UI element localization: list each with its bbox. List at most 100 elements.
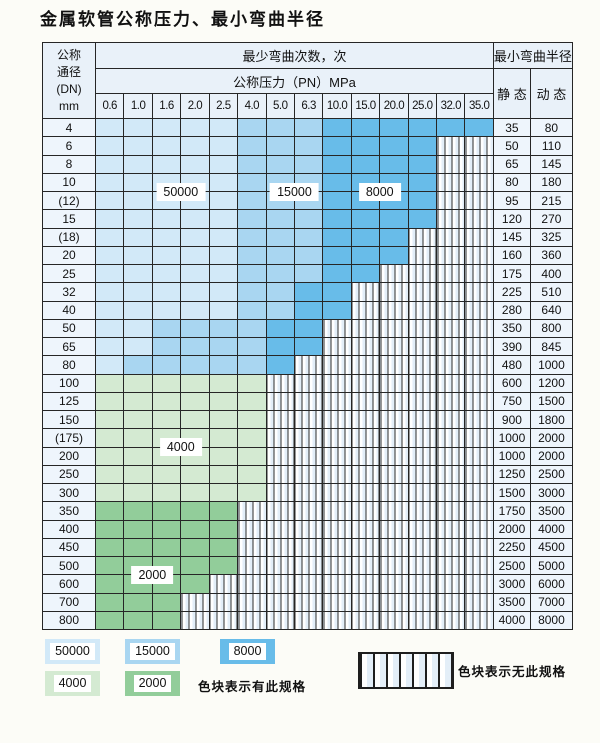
no-spec-cell bbox=[436, 373, 466, 393]
no-spec-cell bbox=[464, 136, 494, 156]
spec-cell bbox=[350, 136, 381, 156]
no-spec-cell bbox=[237, 519, 267, 539]
spec-cell bbox=[123, 519, 153, 539]
no-spec-cell bbox=[407, 610, 438, 631]
no-spec-cell bbox=[379, 482, 409, 503]
spec-cell bbox=[180, 136, 210, 156]
no-spec-cell bbox=[464, 209, 494, 229]
dn-header-line4: mm bbox=[59, 98, 79, 113]
no-spec-cell bbox=[208, 610, 239, 631]
spec-cell bbox=[94, 318, 125, 339]
zone-label-15000: 15000 bbox=[270, 182, 319, 201]
no-spec-cell bbox=[322, 409, 352, 430]
no-spec-cell bbox=[237, 555, 267, 576]
no-spec-cell bbox=[293, 428, 324, 448]
pressure-values-row: 0.6 1.0 1.6 2.0 2.5 4.0 5.0 6.3 10.0 15.0 20.0 25.0… bbox=[43, 93, 573, 119]
table-row-dn-65: 65 390 845 bbox=[42, 336, 573, 357]
spec-cell bbox=[151, 482, 182, 503]
no-spec-cell bbox=[293, 555, 324, 576]
spec-cell bbox=[379, 136, 409, 156]
spec-cell bbox=[151, 300, 182, 320]
spec-cell bbox=[180, 282, 210, 302]
no-spec-cell bbox=[436, 391, 466, 412]
no-spec-cell bbox=[265, 409, 295, 430]
spec-cell bbox=[237, 117, 267, 138]
spec-cell bbox=[123, 245, 153, 266]
no-spec-cell bbox=[350, 391, 381, 412]
no-spec-cell bbox=[350, 592, 381, 612]
static-radius-value: 1000 bbox=[492, 428, 531, 448]
spec-cell bbox=[94, 537, 125, 558]
no-spec-cell bbox=[350, 501, 381, 521]
no-spec-cell bbox=[293, 391, 324, 412]
table-row-dn-700: 700 3500 7000 bbox=[42, 592, 573, 612]
no-spec-cell bbox=[464, 373, 494, 393]
legend-hatch-box bbox=[358, 652, 454, 689]
no-spec-cell bbox=[322, 537, 352, 558]
dn-column-header: 公称 通径 (DN) mm bbox=[42, 42, 96, 119]
no-spec-cell bbox=[407, 318, 438, 339]
no-spec-cell bbox=[464, 482, 494, 503]
spec-cell bbox=[123, 318, 153, 339]
spec-cell bbox=[123, 446, 153, 466]
no-spec-cell bbox=[208, 574, 239, 594]
legend-item-2000: 2000 bbox=[125, 671, 180, 696]
spec-cell bbox=[436, 117, 466, 138]
no-spec-cell bbox=[464, 519, 494, 539]
no-spec-cell bbox=[379, 537, 409, 558]
static-radius-value: 2500 bbox=[492, 555, 531, 576]
spec-cell bbox=[350, 154, 381, 174]
no-spec-cell bbox=[436, 136, 466, 156]
dynamic-radius-value: 4000 bbox=[529, 519, 573, 539]
dynamic-radius-value: 180 bbox=[529, 172, 573, 193]
spec-cell bbox=[208, 117, 239, 138]
pressure-header: 公称压力（PN）MPa bbox=[95, 68, 494, 94]
spec-cell bbox=[265, 318, 295, 339]
no-spec-cell bbox=[350, 574, 381, 594]
spec-cell bbox=[237, 154, 267, 174]
no-spec-cell bbox=[379, 409, 409, 430]
no-spec-cell bbox=[379, 391, 409, 412]
no-spec-cell bbox=[407, 592, 438, 612]
spec-cell bbox=[180, 391, 210, 412]
no-spec-cell bbox=[293, 537, 324, 558]
no-spec-cell bbox=[180, 592, 210, 612]
table-row-dn-400: 400 2000 4000 bbox=[42, 519, 573, 539]
spec-cell bbox=[237, 391, 267, 412]
spec-cell bbox=[407, 117, 438, 138]
pressure-column-2.5: 2.5 bbox=[208, 93, 239, 119]
dynamic-radius-value: 2000 bbox=[529, 446, 573, 466]
spec-cell bbox=[94, 464, 125, 485]
spec-cell bbox=[208, 446, 239, 466]
spec-cell bbox=[180, 117, 210, 138]
spec-cell bbox=[208, 464, 239, 485]
spec-cell bbox=[407, 209, 438, 229]
static-radius-value: 480 bbox=[492, 355, 531, 375]
dn-label: 125 bbox=[42, 391, 96, 412]
dynamic-radius-value: 2000 bbox=[529, 428, 573, 448]
table-row-dn-8: 8 65 145 bbox=[42, 154, 573, 174]
spec-cell bbox=[123, 610, 153, 631]
no-spec-cell bbox=[350, 482, 381, 503]
no-spec-cell bbox=[322, 592, 352, 612]
spec-cell bbox=[123, 227, 153, 247]
spec-cell bbox=[180, 300, 210, 320]
spec-cell bbox=[208, 373, 239, 393]
no-spec-cell bbox=[293, 482, 324, 503]
spec-cell bbox=[293, 336, 324, 357]
static-radius-value: 3500 bbox=[492, 592, 531, 612]
spec-cell bbox=[322, 263, 352, 284]
table-row-dn-40: 40 280 640 bbox=[42, 300, 573, 320]
no-spec-cell bbox=[436, 245, 466, 266]
no-spec-cell bbox=[379, 555, 409, 576]
no-spec-cell bbox=[293, 409, 324, 430]
dynamic-radius-value: 1200 bbox=[529, 373, 573, 393]
spec-cell bbox=[237, 336, 267, 357]
dn-label: 100 bbox=[42, 373, 96, 393]
spec-cell bbox=[123, 537, 153, 558]
spec-cell bbox=[151, 154, 182, 174]
static-radius-value: 80 bbox=[492, 172, 531, 193]
spec-cell bbox=[265, 263, 295, 284]
spec-cell bbox=[265, 136, 295, 156]
no-spec-cell bbox=[407, 391, 438, 412]
